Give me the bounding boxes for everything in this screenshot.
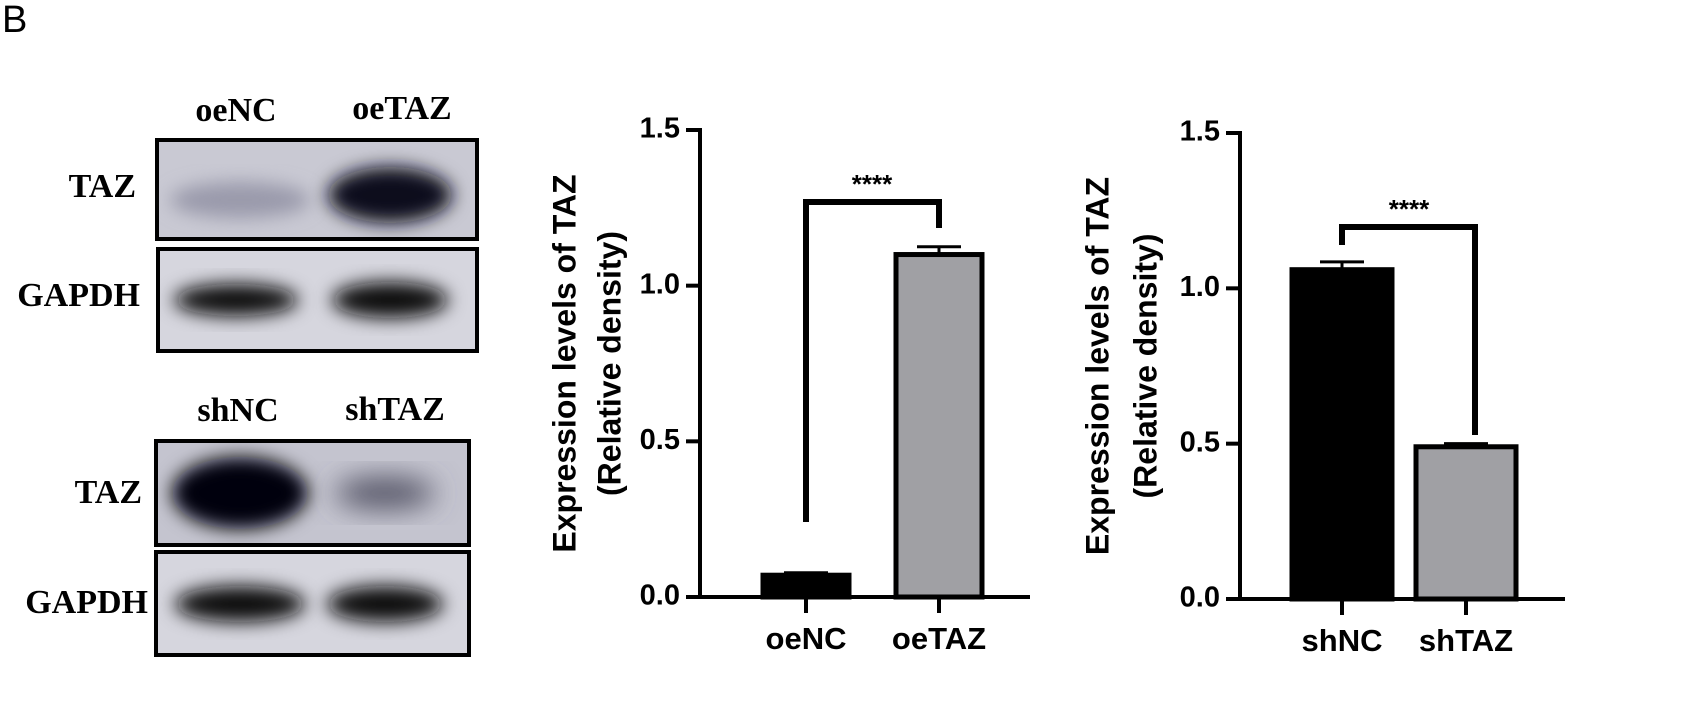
- row-label: GAPDH: [17, 277, 140, 314]
- y-tick-label: 0.0: [1180, 582, 1220, 614]
- lane-label: oeNC: [195, 92, 276, 129]
- lane-label: shTAZ: [345, 391, 445, 428]
- y-tick-label: 1.5: [1180, 116, 1220, 148]
- y-tick-label: 0.5: [1180, 426, 1220, 458]
- row-label: GAPDH: [25, 584, 148, 621]
- y-tick-label: 1.0: [640, 268, 680, 300]
- blot-gapdh: [154, 550, 471, 657]
- bar: [1413, 444, 1519, 602]
- y-axis-label: Expression levels of TAZ: [1079, 177, 1115, 555]
- x-tick-label: oeTAZ: [892, 621, 986, 656]
- y-tick-label: 0.0: [640, 580, 680, 612]
- row-label: TAZ: [69, 168, 136, 205]
- bar: [893, 252, 985, 600]
- panel-label: B: [2, 0, 27, 41]
- significance-bracket: [1339, 224, 1478, 435]
- significance-bracket: [803, 199, 942, 522]
- bar: [1289, 267, 1395, 602]
- blot-taz: [154, 439, 471, 547]
- y-tick-label: 0.5: [640, 424, 680, 456]
- significance-label: ****: [852, 169, 893, 199]
- blot-gapdh: [156, 247, 479, 353]
- x-tick-label: oeNC: [766, 621, 847, 656]
- x-tick-label: shTAZ: [1419, 623, 1513, 658]
- blot-taz: [155, 138, 479, 241]
- x-tick-label: shNC: [1302, 623, 1383, 658]
- y-axis-label: (Relative density): [1127, 234, 1163, 499]
- row-label: TAZ: [75, 474, 142, 511]
- lane-label: oeTAZ: [352, 90, 451, 127]
- y-axis-label: Expression levels of TAZ: [546, 174, 582, 552]
- significance-label: ****: [1389, 194, 1430, 224]
- y-axis-label: (Relative density): [591, 231, 627, 496]
- y-tick-label: 1.0: [1180, 271, 1220, 303]
- y-tick-label: 1.5: [640, 113, 680, 145]
- lane-label: shNC: [197, 392, 278, 429]
- bar: [760, 572, 852, 600]
